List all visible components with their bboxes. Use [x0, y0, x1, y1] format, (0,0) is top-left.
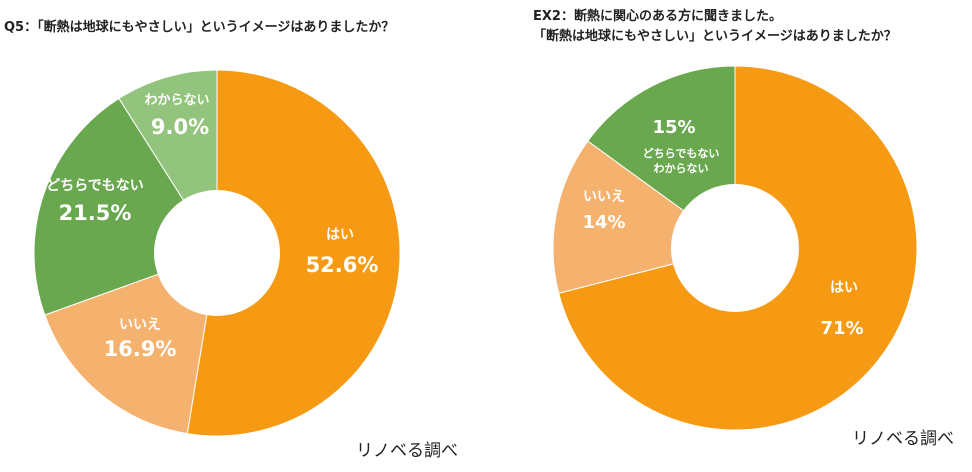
chart1-category-label-2: どちらでもない: [46, 178, 144, 194]
chart2-value-label-2: 15%: [652, 117, 695, 138]
chart1-donut: はい 52.6% いいえ 16.9% どちらでもない 21.5% わからない 9.0%: [33, 69, 401, 437]
chart1-category-label-0: はい: [326, 227, 354, 243]
chart2-hole: [671, 184, 799, 312]
chart1-value-label-1: 16.9%: [104, 337, 177, 361]
chart1-value-label-2: 21.5%: [59, 201, 132, 225]
chart1-value-label-3: 9.0%: [151, 115, 209, 139]
chart2-title-line1: EX2：断熱に関心のある方に聞きました。: [533, 9, 782, 24]
chart1-source: リノベる調べ: [356, 441, 458, 461]
chart1-category-label-3: わからない: [144, 93, 209, 108]
chart1-category-label-1: いいえ: [119, 317, 161, 333]
chart2-category-label-2-0: どちらでもない: [643, 147, 720, 160]
chart2-source: リノベる調べ: [852, 429, 954, 449]
chart2-category-label-0: はい: [830, 280, 858, 296]
chart2-value-label-1: 14%: [582, 212, 625, 233]
chart1-title: Q5：「断熱は地球にもやさしい」というイメージはありましたか？: [4, 20, 395, 35]
chart1-hole: [154, 190, 280, 316]
chart2-value-label-0: 71%: [820, 318, 863, 339]
chart1-value-label-0: 52.6%: [306, 253, 379, 277]
chart2-category-label-1: いいえ: [583, 189, 625, 205]
chart2-category-label-2-1: わからない: [654, 162, 709, 175]
chart2-title-line2: 「断熱は地球にもやさしい」というイメージはありましたか？: [533, 29, 897, 44]
chart1-slice-0: [186, 69, 401, 437]
